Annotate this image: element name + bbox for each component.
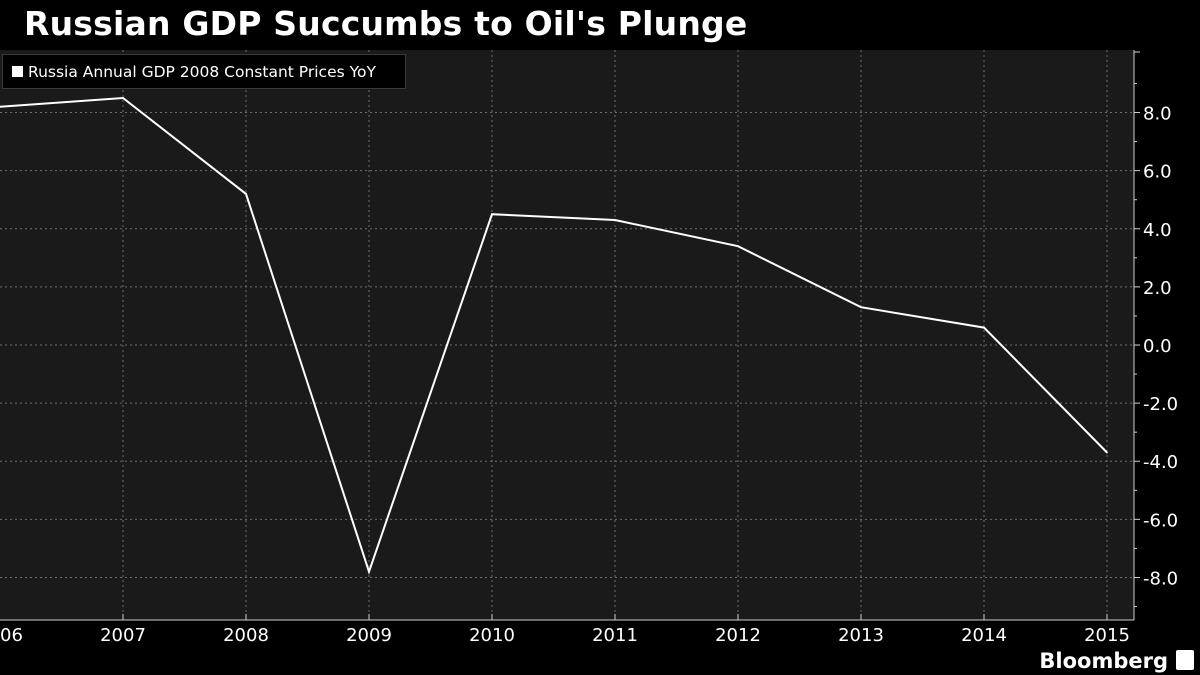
axis-panel-background bbox=[1134, 50, 1200, 648]
axes bbox=[0, 50, 1140, 621]
y-tick-label: -4.0 bbox=[1143, 452, 1178, 473]
data-point bbox=[737, 245, 739, 247]
y-tick-label: 4.0 bbox=[1143, 220, 1172, 241]
x-tick-label: 2014 bbox=[961, 625, 1007, 646]
y-tick-label: -6.0 bbox=[1143, 510, 1178, 531]
series-line bbox=[0, 96, 1108, 575]
y-tick-label: -8.0 bbox=[1143, 568, 1178, 589]
x-tick-label: 2013 bbox=[838, 625, 884, 646]
legend: Russia Annual GDP 2008 Constant Prices Y… bbox=[2, 54, 406, 89]
y-tick-label: 8.0 bbox=[1143, 104, 1172, 125]
data-point bbox=[122, 97, 124, 99]
brand-logo-text: Bloomberg bbox=[1039, 649, 1168, 673]
y-tick-label: 0.0 bbox=[1143, 336, 1172, 357]
series-layer bbox=[0, 96, 1108, 575]
x-tick-label: 06 bbox=[0, 625, 23, 646]
data-point bbox=[491, 213, 493, 216]
data-point bbox=[245, 193, 247, 195]
data-point bbox=[0, 105, 1, 108]
y-tick-label: 6.0 bbox=[1143, 162, 1172, 183]
y-tick-label: 2.0 bbox=[1143, 278, 1172, 299]
x-tick-label: 2010 bbox=[469, 625, 515, 646]
x-tick-label: 2015 bbox=[1084, 625, 1130, 646]
x-tick-label: 2007 bbox=[100, 625, 146, 646]
legend-label: Russia Annual GDP 2008 Constant Prices Y… bbox=[28, 62, 376, 81]
x-tick-label: 2011 bbox=[592, 625, 638, 646]
data-point bbox=[614, 219, 616, 221]
x-tick-label: 2012 bbox=[715, 625, 761, 646]
x-tick-label: 2009 bbox=[346, 625, 392, 646]
x-axis-panel-background bbox=[0, 620, 1134, 648]
footer-bar bbox=[0, 648, 1200, 675]
grid-lines bbox=[0, 50, 1134, 620]
chart-title: Russian GDP Succumbs to Oil's Plunge bbox=[24, 4, 748, 43]
x-tick-label: 2008 bbox=[223, 625, 269, 646]
y-tick-label: -2.0 bbox=[1143, 394, 1178, 415]
legend-swatch bbox=[12, 66, 23, 77]
data-point bbox=[860, 306, 862, 309]
data-point bbox=[983, 326, 985, 329]
tick-labels: 8.0 6.0 4.0 2.0 0.0 -2.0 -4.0 -6.0 -8.0 06 2007 200… bbox=[0, 104, 1178, 646]
plot-background bbox=[0, 50, 1134, 620]
data-point bbox=[368, 570, 370, 573]
data-point bbox=[1106, 451, 1108, 454]
bloomberg-terminal-icon bbox=[1176, 650, 1194, 670]
